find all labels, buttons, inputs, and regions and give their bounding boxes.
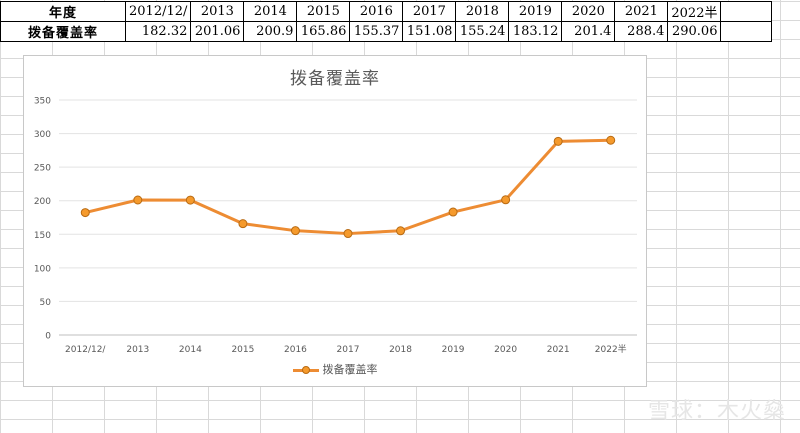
x-tick-label: 2014 [179,345,202,355]
data-point [553,136,563,146]
row-header-year[interactable]: 年度 [0,1,126,22]
x-tick-label: 2015 [231,345,254,355]
cell-value[interactable]: 288.4 [614,21,669,42]
data-table: 年度 2012/12/ 2013 2014 2015 2016 2017 201… [0,1,773,42]
cell-year[interactable]: 2019 [508,1,563,22]
x-tick-label: 2018 [389,345,412,355]
row-header-coverage[interactable]: 拨备覆盖率 [0,21,126,42]
cell-value[interactable]: 201.06 [190,21,245,42]
table-row-values: 拨备覆盖率 182.32 201.06 200.9 165.86 155.37 … [0,21,773,42]
y-tick-label: 250 [34,164,51,174]
cell-year[interactable]: 2013 [190,1,245,22]
data-point [290,226,300,236]
y-tick-label: 100 [34,264,51,274]
x-tick-label: 2012/12/ [65,345,106,355]
cell-value[interactable]: 201.4 [561,21,616,42]
cell-year[interactable]: 2022半 [667,1,722,22]
cell-value[interactable]: 290.06 [667,21,722,42]
legend-label: 拨备覆盖率 [322,363,378,376]
cell-empty[interactable] [720,1,773,22]
y-tick-label: 300 [34,130,51,140]
cell-value[interactable]: 165.86 [296,21,351,42]
cell-year[interactable]: 2020 [561,1,616,22]
cell-year[interactable]: 2015 [296,1,351,22]
cell-empty[interactable] [720,21,773,42]
data-point [606,135,616,145]
data-point [501,195,511,205]
y-tick-label: 200 [34,197,51,207]
x-tick-label: 2020 [494,345,517,355]
y-tick-label: 350 [34,97,51,107]
y-tick-label: 50 [40,298,52,308]
x-tick-label: 2021 [547,345,570,355]
y-tick-label: 150 [34,231,51,241]
data-point [133,195,143,205]
watermark: 雪球：木火燊 [647,399,786,424]
cell-year[interactable]: 2017 [402,1,457,22]
x-tick-label: 2019 [442,345,465,355]
cell-value[interactable]: 155.24 [455,21,510,42]
cell-value[interactable]: 200.9 [243,21,298,42]
data-point [80,208,90,218]
cell-value[interactable]: 151.08 [402,21,457,42]
x-tick-label: 2013 [126,345,149,355]
series-line [84,138,611,236]
chart-legend: 拨备覆盖率 [24,361,646,377]
x-tick-label: 2017 [337,345,360,355]
cell-value[interactable]: 155.37 [349,21,404,42]
cell-year[interactable]: 2018 [455,1,510,22]
data-point [185,195,195,205]
x-tick-label: 2022半 [595,343,627,355]
data-point [448,207,458,217]
y-tick-label: 0 [45,332,51,342]
legend-line-marker-icon [292,365,319,375]
table-row-years: 年度 2012/12/ 2013 2014 2015 2016 2017 201… [0,1,773,22]
cell-year[interactable]: 2016 [349,1,404,22]
cell-value[interactable]: 182.32 [124,21,192,42]
data-point [396,226,406,236]
cell-year[interactable]: 2012/12/ [124,1,192,22]
chart-container[interactable]: 拨备覆盖率 0 50 100 150 200 250 300 350 2012/12/2013 2… [23,55,647,387]
chart-title: 拨备覆盖率 [290,69,380,89]
data-point [238,219,248,229]
cell-year[interactable]: 2021 [614,1,669,22]
line-chart-plot: 0 50 100 150 200 250 300 350 2012/12/2013 2014 201… [34,97,637,355]
cell-year[interactable]: 2014 [243,1,298,22]
x-tick-label: 2016 [284,345,307,355]
cell-value[interactable]: 183.12 [508,21,563,42]
data-point [343,229,353,239]
